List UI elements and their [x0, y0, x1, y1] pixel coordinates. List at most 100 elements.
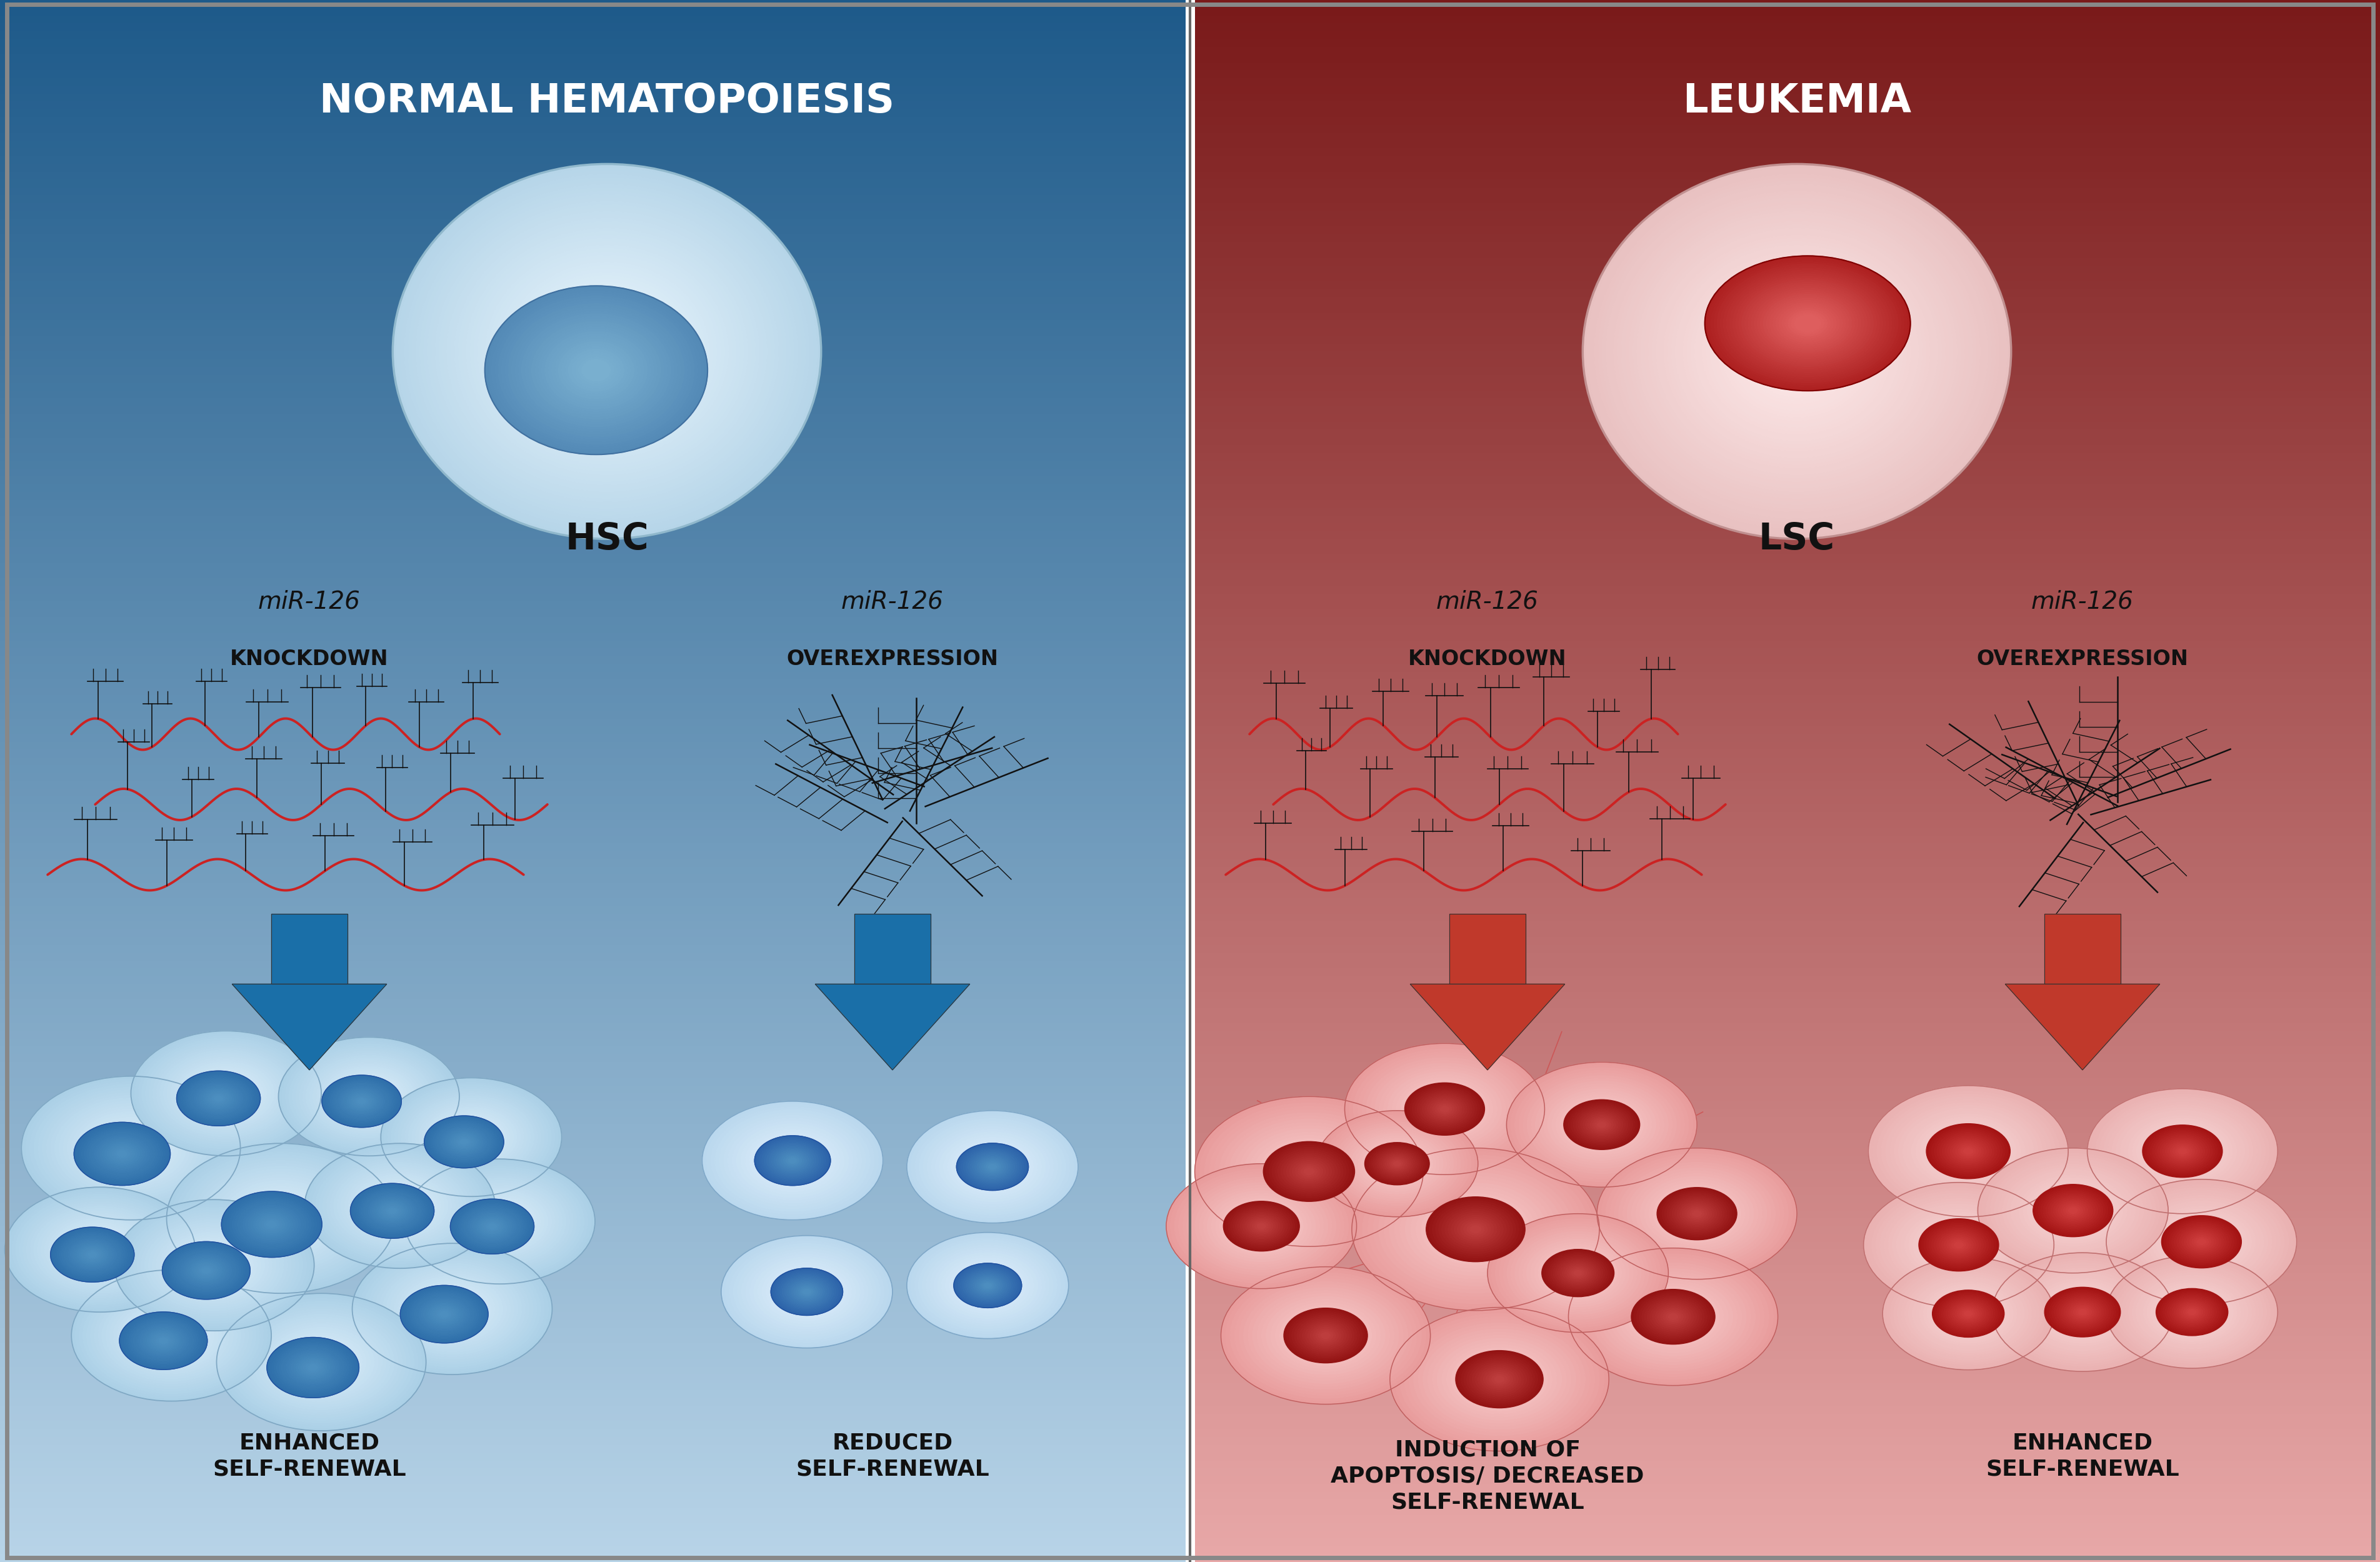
Circle shape [1433, 1101, 1457, 1117]
Circle shape [419, 1298, 469, 1331]
Circle shape [1259, 1139, 1359, 1204]
Circle shape [76, 1112, 186, 1184]
Circle shape [1773, 300, 1842, 347]
Circle shape [1247, 1217, 1276, 1236]
Circle shape [1428, 1332, 1571, 1426]
Circle shape [1468, 1120, 1507, 1145]
Circle shape [209, 1172, 352, 1265]
Circle shape [1316, 1329, 1335, 1342]
Circle shape [1685, 1206, 1709, 1221]
Circle shape [60, 1223, 140, 1276]
Ellipse shape [574, 323, 640, 380]
Circle shape [2173, 1300, 2211, 1325]
Circle shape [1573, 1251, 1773, 1382]
Circle shape [2166, 1295, 2218, 1329]
Circle shape [2121, 1265, 2263, 1359]
Circle shape [238, 1201, 307, 1246]
Circle shape [193, 1161, 369, 1276]
Circle shape [269, 1339, 357, 1396]
Text: ENHANCED
SELF-RENEWAL: ENHANCED SELF-RENEWAL [212, 1432, 407, 1479]
Circle shape [2132, 1273, 2251, 1351]
Circle shape [1875, 1190, 2042, 1300]
Circle shape [100, 1139, 145, 1168]
Circle shape [471, 1212, 514, 1240]
Circle shape [771, 1147, 814, 1175]
Circle shape [79, 1275, 264, 1396]
Circle shape [390, 1268, 514, 1350]
Circle shape [79, 1246, 105, 1264]
Circle shape [962, 1268, 1014, 1303]
Ellipse shape [393, 164, 821, 539]
Circle shape [1868, 1186, 2049, 1304]
Circle shape [735, 1123, 850, 1198]
Circle shape [1295, 1315, 1357, 1356]
Circle shape [276, 1332, 367, 1392]
Circle shape [1430, 1200, 1521, 1259]
Ellipse shape [505, 301, 688, 439]
Circle shape [198, 1254, 231, 1276]
Circle shape [1461, 1220, 1490, 1239]
Circle shape [136, 1034, 317, 1153]
Circle shape [788, 1157, 797, 1164]
Ellipse shape [486, 286, 707, 455]
Circle shape [1311, 1326, 1340, 1345]
Circle shape [1795, 314, 1821, 333]
Circle shape [436, 1114, 507, 1161]
Circle shape [86, 1279, 257, 1392]
Circle shape [2111, 1104, 2254, 1198]
Circle shape [1952, 1303, 1985, 1325]
Circle shape [1671, 1196, 1723, 1231]
Circle shape [2149, 1129, 2216, 1173]
Circle shape [195, 1253, 233, 1278]
Circle shape [2113, 1184, 2290, 1300]
Circle shape [2192, 1236, 2211, 1248]
Circle shape [2018, 1175, 2128, 1246]
Circle shape [402, 1287, 486, 1342]
Circle shape [198, 1265, 214, 1276]
Circle shape [1671, 1196, 1723, 1231]
Circle shape [326, 1157, 474, 1254]
Circle shape [1928, 1287, 2009, 1340]
Circle shape [797, 1286, 816, 1298]
Circle shape [426, 1303, 462, 1326]
Circle shape [1961, 1147, 1975, 1156]
Circle shape [1678, 1201, 1716, 1226]
Circle shape [2171, 1143, 2194, 1159]
Circle shape [71, 1109, 190, 1187]
Circle shape [2185, 1231, 2218, 1253]
Circle shape [343, 1079, 395, 1114]
Circle shape [1252, 1220, 1271, 1232]
Circle shape [2171, 1221, 2232, 1262]
Circle shape [83, 1117, 178, 1179]
Circle shape [1635, 1173, 1759, 1254]
Ellipse shape [578, 356, 614, 384]
Circle shape [1947, 1137, 1990, 1165]
Circle shape [140, 1326, 186, 1356]
Circle shape [1654, 1304, 1692, 1329]
Circle shape [347, 1082, 390, 1111]
Circle shape [428, 1293, 476, 1325]
Circle shape [133, 1321, 193, 1361]
Ellipse shape [1745, 306, 1849, 397]
Circle shape [421, 1300, 466, 1329]
Circle shape [1906, 1111, 2030, 1192]
Ellipse shape [545, 331, 647, 409]
Circle shape [2056, 1295, 2109, 1329]
Circle shape [17, 1195, 183, 1304]
Circle shape [469, 1201, 531, 1242]
Circle shape [1266, 1143, 1352, 1200]
Circle shape [209, 1093, 226, 1104]
Circle shape [757, 1259, 857, 1325]
Circle shape [2109, 1103, 2256, 1200]
Circle shape [245, 1195, 317, 1242]
Circle shape [1230, 1206, 1292, 1246]
Ellipse shape [531, 322, 662, 419]
Circle shape [1561, 1262, 1595, 1284]
Circle shape [1418, 1326, 1580, 1432]
Circle shape [1571, 1104, 1633, 1145]
Circle shape [376, 1190, 424, 1221]
Circle shape [1557, 1095, 1647, 1154]
Circle shape [352, 1186, 431, 1237]
Circle shape [1666, 1193, 1728, 1234]
Circle shape [193, 1262, 219, 1279]
